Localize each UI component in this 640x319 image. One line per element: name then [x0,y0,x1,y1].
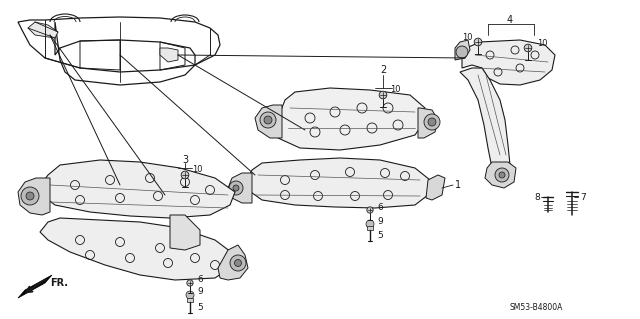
Circle shape [366,220,374,228]
Polygon shape [485,162,516,188]
Polygon shape [42,160,235,218]
Circle shape [424,114,440,130]
Polygon shape [278,88,425,150]
Polygon shape [40,218,235,280]
Text: 10: 10 [192,166,202,174]
Circle shape [233,185,239,191]
Circle shape [499,172,505,178]
Text: 5: 5 [377,232,383,241]
Circle shape [229,181,243,195]
Polygon shape [255,105,282,138]
Bar [188,298,193,302]
Polygon shape [460,68,510,170]
Polygon shape [455,40,470,60]
Text: 10: 10 [461,33,472,41]
Polygon shape [18,275,52,298]
Circle shape [474,38,482,46]
Text: 4: 4 [507,15,513,25]
Circle shape [379,91,387,99]
Polygon shape [218,245,248,280]
Circle shape [181,171,189,179]
Polygon shape [170,215,200,250]
Polygon shape [160,48,178,62]
Circle shape [186,291,194,299]
Circle shape [264,116,272,124]
Circle shape [187,280,193,286]
Polygon shape [462,40,555,85]
Circle shape [367,207,373,213]
Circle shape [260,112,276,128]
Text: FR.: FR. [50,278,68,288]
Bar [367,226,372,230]
Circle shape [26,192,34,200]
Text: 7: 7 [580,192,586,202]
Text: 10: 10 [390,85,401,94]
Text: 9: 9 [197,287,203,296]
Circle shape [234,259,241,266]
Text: 9: 9 [377,217,383,226]
Text: SM53-B4800A: SM53-B4800A [510,303,563,313]
Circle shape [456,46,468,58]
Circle shape [21,187,39,205]
Text: 2: 2 [380,65,386,75]
Polygon shape [228,173,252,203]
Polygon shape [418,108,438,138]
Text: 10: 10 [537,39,547,48]
Text: 5: 5 [197,303,203,313]
Text: 8: 8 [534,192,540,202]
Circle shape [230,255,246,271]
Circle shape [428,118,436,126]
Polygon shape [18,178,50,215]
Polygon shape [426,175,445,200]
Circle shape [495,168,509,182]
Polygon shape [28,22,58,38]
Text: 6: 6 [197,275,203,284]
Polygon shape [248,158,430,208]
Circle shape [524,44,532,52]
Text: 1: 1 [455,180,461,190]
Text: 3: 3 [182,155,188,165]
Text: 6: 6 [377,203,383,211]
